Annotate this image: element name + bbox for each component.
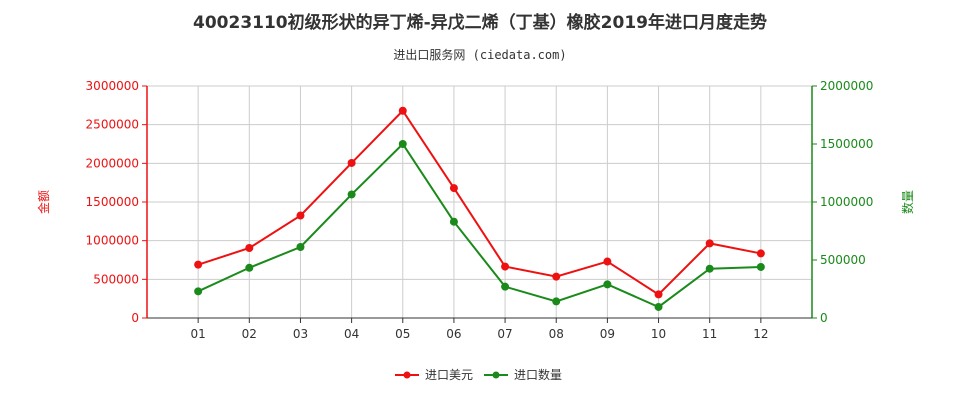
left-axis-tick-label: 2000000 <box>86 156 139 170</box>
data-point-usd-12[interactable] <box>756 249 765 258</box>
data-point-quantity-08[interactable] <box>552 297 561 306</box>
data-point-usd-04[interactable] <box>347 158 356 167</box>
data-point-quantity-12[interactable] <box>756 262 765 271</box>
legend-item-quantity[interactable]: 进口数量 <box>484 366 562 383</box>
legend-item-usd[interactable]: 进口美元 <box>395 366 473 383</box>
right-axis-tick-label: 500000 <box>820 253 866 267</box>
data-point-quantity-11[interactable] <box>705 264 714 273</box>
legend-quantity-label: 进口数量 <box>514 368 563 382</box>
left-axis-tick-label: 2500000 <box>86 118 139 132</box>
data-point-quantity-10[interactable] <box>654 302 663 311</box>
x-axis-tick-label: 05 <box>395 327 410 341</box>
left-axis-tick-label: 1000000 <box>86 234 139 248</box>
x-axis-tick-label: 03 <box>293 327 308 341</box>
data-point-usd-02[interactable] <box>245 244 254 253</box>
axis-layer: 0 500000 1000000 1500000 2000000 2500000 30000… <box>36 79 915 341</box>
x-axis-tick-label: 11 <box>702 327 717 341</box>
x-axis-tick-label: 01 <box>191 327 206 341</box>
left-axis-tick-label: 3000000 <box>86 79 139 93</box>
chart-subtitle: 进出口服务网 (ciedata.com) <box>393 48 567 62</box>
x-axis-tick-label: 04 <box>344 327 359 341</box>
x-axis-tick-label: 02 <box>242 327 257 341</box>
data-point-usd-01[interactable] <box>194 260 203 269</box>
right-axis-tick-label: 2000000 <box>820 79 873 93</box>
data-point-quantity-05[interactable] <box>398 140 407 148</box>
x-axis-tick-label: 12 <box>753 327 768 341</box>
data-point-usd-06[interactable] <box>449 184 458 193</box>
series-line-usd <box>197 109 762 296</box>
right-axis-title: 数量 <box>900 190 915 214</box>
data-point-usd-10[interactable] <box>654 290 663 299</box>
data-point-usd-11[interactable] <box>705 239 714 248</box>
data-point-usd-08[interactable] <box>552 272 561 281</box>
series-line-quantity <box>197 142 761 309</box>
grid-layer <box>146 85 813 319</box>
x-axis-tick-label: 10 <box>651 327 666 341</box>
left-axis-title: 金额 <box>36 190 51 214</box>
x-axis-tick-label: 09 <box>600 327 615 341</box>
right-axis-tick-label: 1500000 <box>820 137 873 151</box>
series-layer <box>194 106 765 311</box>
legend-usd-label: 进口美元 <box>425 368 474 382</box>
data-point-quantity-01[interactable] <box>194 287 203 296</box>
x-axis-tick-label: 07 <box>497 327 512 341</box>
data-point-usd-03[interactable] <box>296 211 305 220</box>
chart-title: 40023110初级形状的异丁烯-异戊二烯（丁基）橡胶2019年进口月度走势 <box>193 13 767 33</box>
x-axis-tick-label: 08 <box>549 327 564 341</box>
data-point-usd-09[interactable] <box>603 257 612 266</box>
data-point-usd-07[interactable] <box>501 262 510 271</box>
data-point-usd-05[interactable] <box>398 106 407 115</box>
left-axis-tick-label: 1500000 <box>86 195 139 209</box>
left-axis-tick-label: 0 <box>131 311 139 325</box>
data-point-quantity-04[interactable] <box>347 190 356 199</box>
left-axis-tick-label: 500000 <box>93 272 139 286</box>
data-point-quantity-03[interactable] <box>296 243 305 252</box>
right-axis-tick-label: 1000000 <box>820 195 873 209</box>
data-point-quantity-06[interactable] <box>449 217 458 226</box>
data-point-quantity-07[interactable] <box>501 282 510 291</box>
x-axis-tick-label: 06 <box>446 327 461 341</box>
right-axis-tick-label: 0 <box>820 311 828 325</box>
data-point-quantity-09[interactable] <box>603 280 612 289</box>
legend-quantity-marker-icon <box>484 371 508 378</box>
data-point-quantity-02[interactable] <box>245 263 254 272</box>
legend-usd-marker-icon <box>395 371 419 378</box>
